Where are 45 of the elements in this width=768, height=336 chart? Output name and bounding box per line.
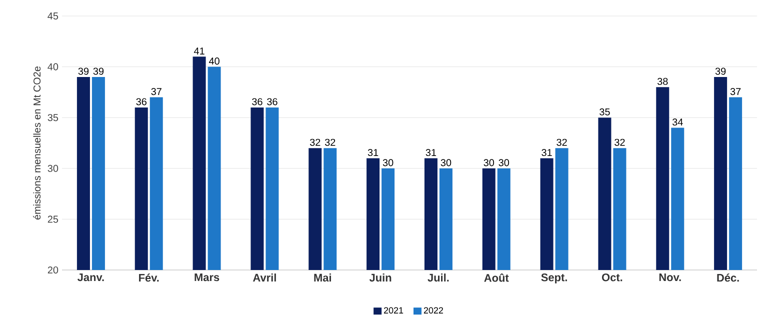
x-tick-label: Janv. [78,274,104,282]
data-label: 32 [324,138,336,146]
data-label: 39 [78,68,89,75]
data-label: 36 [136,98,146,106]
data-label: 39 [715,68,726,75]
x-tick-label: Juil. [428,274,449,282]
data-label: 31 [542,148,552,156]
x-tick-label: Juin [369,274,392,282]
x-tick-label: Nov. [659,274,681,282]
data-label: 36 [267,98,278,106]
x-tick-label: Août [484,274,509,282]
x-tick-label: Mai [314,274,331,282]
data-label: 30 [484,159,494,166]
data-label: 30 [440,159,452,166]
data-label: 40 [208,58,220,65]
data-label: 37 [151,88,162,96]
x-tick-label: Déc. [717,274,739,282]
data-label: 34 [672,118,683,126]
x-tick-label: Oct. [602,274,622,282]
y-axis-title: émissions mensuelles en Mt CO2e [33,66,41,220]
data-label: 30 [382,159,394,166]
x-tick-label: Fév. [139,274,159,282]
y-tick-label: 20 [48,266,58,274]
y-tick-label: 35 [48,114,58,122]
x-tick-label: Mars [194,274,220,282]
x-tick-label: Avril [253,274,276,282]
y-tick-label: 25 [48,216,58,223]
data-label: 36 [252,98,262,106]
data-label: 32 [310,138,320,146]
x-tick-label: Sept. [541,274,567,284]
data-label: 37 [730,88,741,96]
legend-label: 2022 [424,307,443,314]
data-label: 41 [194,48,204,54]
y-tick-label: 40 [48,63,58,70]
data-label: 32 [556,138,567,146]
data-label: 31 [368,148,378,156]
data-label: 38 [657,78,668,85]
data-label: 35 [600,108,610,116]
data-label: 39 [93,68,104,75]
y-tick-label: 30 [48,164,58,172]
y-tick-label: 45 [48,12,58,20]
data-label: 32 [614,138,625,146]
data-label: 31 [426,148,436,156]
legend-label: 2021 [384,307,404,314]
data-label: 30 [498,159,510,166]
